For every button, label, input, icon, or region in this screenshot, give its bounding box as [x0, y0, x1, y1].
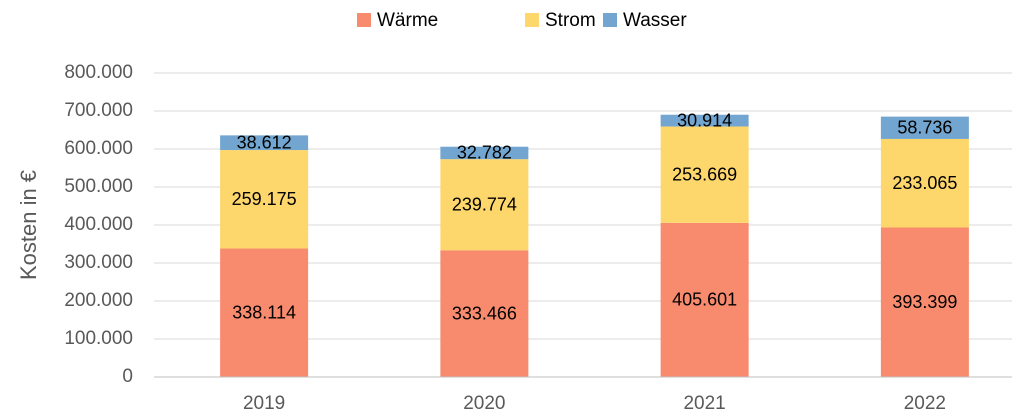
legend-label: Strom	[545, 10, 596, 31]
legend-swatch	[525, 13, 539, 27]
bar-segment	[220, 248, 309, 377]
x-tick-label: 2021	[683, 393, 725, 414]
bar-segment	[220, 150, 309, 249]
y-tick-label: 0	[122, 366, 133, 387]
legend-label: Wärme	[377, 10, 438, 31]
data-label: 239.774	[452, 194, 517, 214]
data-label: 32.782	[457, 143, 512, 163]
legend-swatch	[603, 13, 617, 27]
y-tick-label: 200.000	[64, 290, 133, 311]
data-label: 338.114	[232, 303, 296, 323]
bar-segment	[660, 222, 749, 377]
x-tick-label: 2022	[904, 393, 946, 414]
y-tick-label: 600.000	[64, 138, 133, 159]
bar-segment	[440, 146, 529, 160]
bar-segment	[440, 250, 529, 377]
bar-segment	[660, 114, 749, 127]
x-tick-label: 2020	[463, 393, 505, 414]
data-label: 253.669	[672, 164, 737, 184]
data-label: 58.736	[897, 118, 952, 138]
y-tick-label: 500.000	[64, 176, 133, 197]
y-tick-label: 100.000	[64, 328, 133, 349]
data-label: 259.175	[232, 189, 297, 209]
bar-segment	[880, 138, 969, 228]
legend-label: Wasser	[623, 10, 687, 31]
y-tick-label: 300.000	[64, 252, 133, 273]
data-label: 38.612	[237, 132, 292, 152]
y-axis-label: Kosten in €	[16, 170, 41, 280]
data-label: 30.914	[677, 110, 732, 130]
data-label: 393.399	[892, 292, 957, 312]
bar-segment	[440, 159, 529, 251]
bar-segment	[880, 227, 969, 377]
bar-segment	[220, 135, 309, 151]
y-tick-label: 800.000	[64, 62, 133, 83]
x-tick-label: 2019	[243, 393, 285, 414]
y-tick-label: 700.000	[64, 100, 133, 121]
bar-segment	[880, 116, 969, 139]
data-label: 405.601	[672, 290, 737, 310]
y-tick-label: 400.000	[64, 214, 133, 235]
data-label: 333.466	[452, 303, 517, 323]
bar-segment	[660, 126, 749, 223]
data-label: 233.065	[892, 173, 957, 193]
legend-swatch	[357, 13, 371, 27]
